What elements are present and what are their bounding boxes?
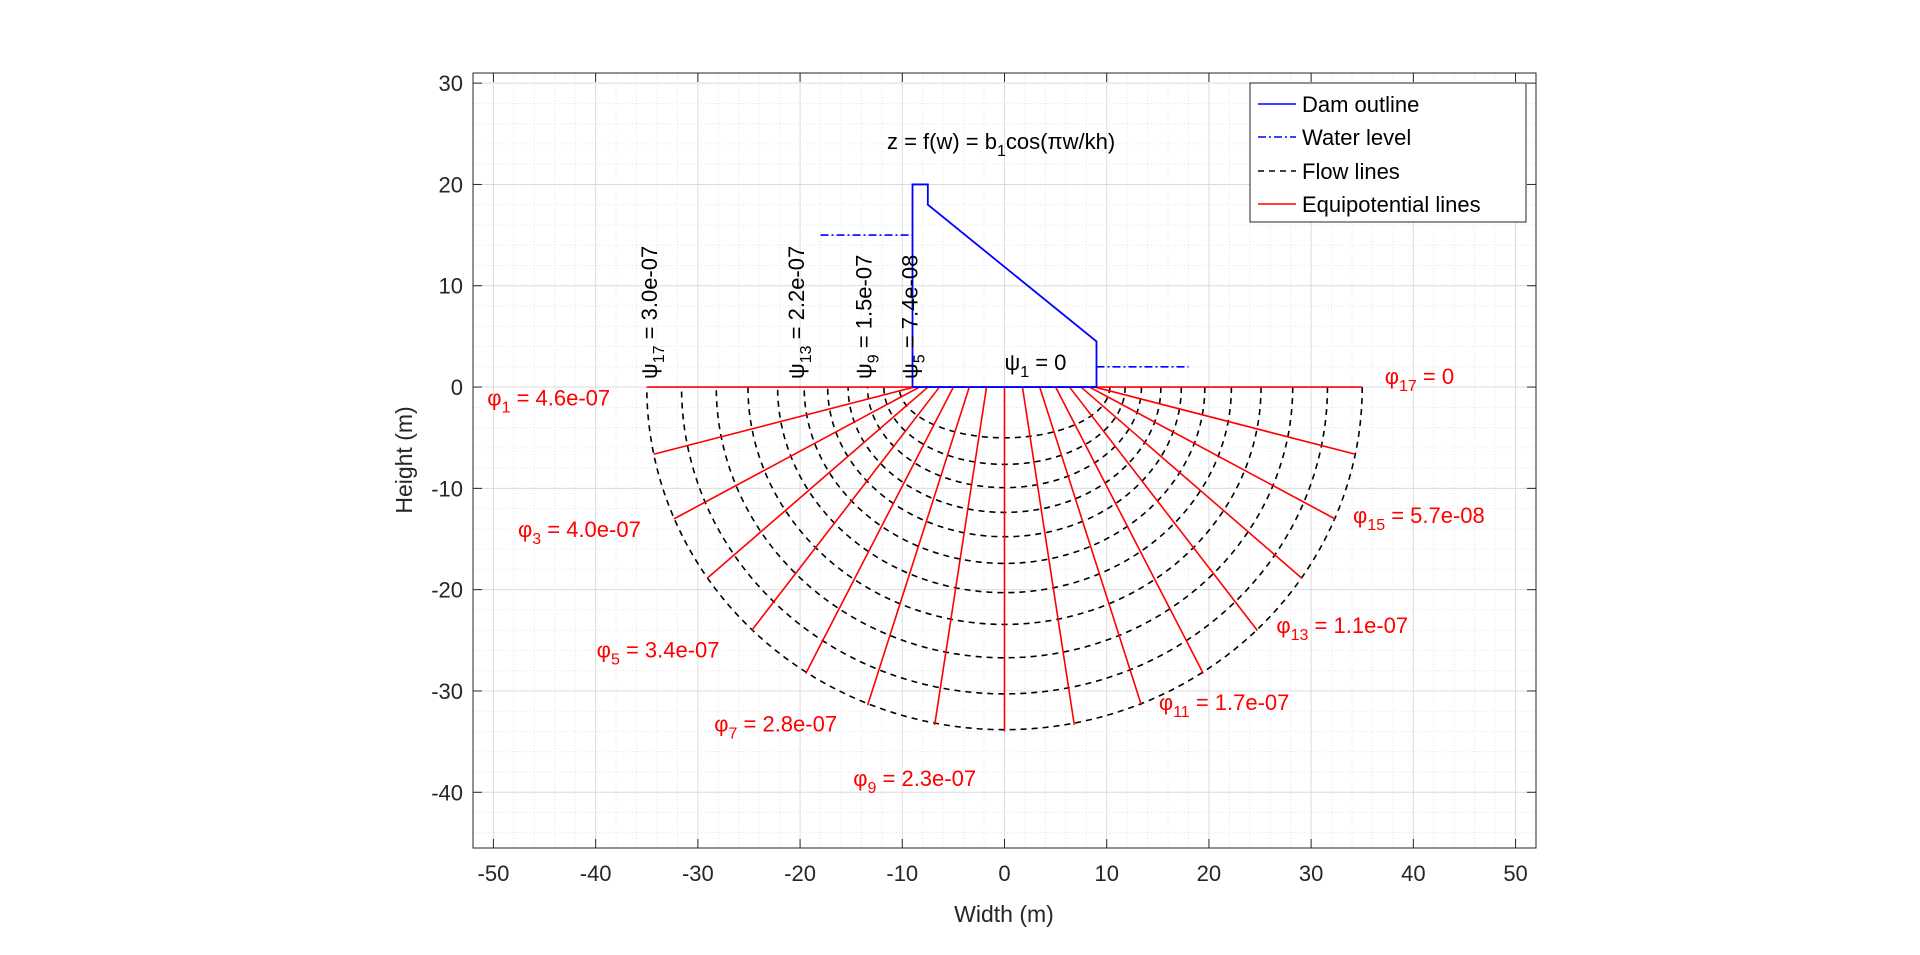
y-tick-label: -10 <box>431 476 463 501</box>
annotations-group: z = f(w) = b1cos(πw/kh) ψ17 = 3.0e-07 ψ13 … <box>487 129 1484 797</box>
psi-label: ψ13 = 2.2e-07 <box>784 246 815 379</box>
legend-label-flow-lines: Flow lines <box>1302 159 1400 184</box>
equipotential-line <box>1038 386 1143 706</box>
psi-label: ψ17 = 3.0e-07 <box>637 246 668 379</box>
flow-line <box>803 387 1206 565</box>
equipotential-line <box>750 386 941 632</box>
phi-label: φ13 = 1.1e-07 <box>1276 613 1408 644</box>
x-tick-label: 50 <box>1503 861 1527 886</box>
x-tick-label: -10 <box>886 861 918 886</box>
equipotential-line <box>1094 386 1356 456</box>
equipotential-line <box>1089 386 1336 520</box>
x-tick-label: -50 <box>478 861 510 886</box>
x-axis-ticks: -50 -40 -30 -20 -10 0 10 20 30 40 50 <box>478 73 1528 886</box>
phi-label: φ15 = 5.7e-08 <box>1353 503 1485 534</box>
psi-label: ψ1 = 0 <box>1005 350 1067 381</box>
legend-label-dam-outline: Dam outline <box>1302 92 1419 117</box>
legend-label-water-level: Water level <box>1302 125 1411 150</box>
equipotential-line <box>933 386 988 725</box>
equipotential-line <box>706 386 929 580</box>
legend: Dam outline Water level Flow lines Equip… <box>1249 82 1527 223</box>
phi-label: φ7 = 2.8e-07 <box>714 712 837 743</box>
flow-line <box>680 387 1329 695</box>
legend-label-equipotential-lines: Equipotential lines <box>1302 192 1481 217</box>
phi-label: φ5 = 3.4e-07 <box>597 638 720 669</box>
y-tick-label: -40 <box>431 780 463 805</box>
equipotential-line <box>1021 386 1076 725</box>
equipotential-line <box>866 386 971 706</box>
phi-label: φ1 = 4.6e-07 <box>487 385 610 416</box>
phi-label: φ11 = 1.7e-07 <box>1159 690 1290 721</box>
x-axis-label: Width (m) <box>954 901 1054 927</box>
y-tick-label: 0 <box>451 375 463 400</box>
y-tick-label: 30 <box>439 71 463 96</box>
x-tick-label: 30 <box>1299 861 1323 886</box>
phi-label: φ3 = 4.0e-07 <box>518 517 641 548</box>
x-tick-label: 20 <box>1197 861 1221 886</box>
psi-label: ψ5 = 7.4e-08 <box>898 255 929 379</box>
y-tick-label: -30 <box>431 679 463 704</box>
phi-label: φ17 = 0 <box>1385 364 1454 395</box>
legend-box <box>1249 82 1527 223</box>
y-tick-label: -20 <box>431 578 463 603</box>
x-tick-label: 0 <box>998 861 1010 886</box>
equipotential-lines-group <box>646 386 1363 732</box>
equipotential-line <box>1054 386 1204 674</box>
equipotential-line <box>805 386 955 674</box>
y-axis-label: Height (m) <box>391 406 417 513</box>
y-tick-label: 10 <box>439 274 463 299</box>
phi-label: φ9 = 2.3e-07 <box>853 766 976 797</box>
x-tick-label: -30 <box>682 861 714 886</box>
x-tick-label: 40 <box>1401 861 1425 886</box>
x-tick-label: 10 <box>1094 861 1118 886</box>
equipotential-line <box>1068 386 1259 632</box>
water-level-group <box>820 234 1189 368</box>
equipotential-line <box>653 386 915 456</box>
x-tick-label: -40 <box>580 861 612 886</box>
y-tick-label: 20 <box>439 172 463 197</box>
equation-annotation: z = f(w) = b1cos(πw/kh) <box>887 129 1115 160</box>
psi-label: ψ9 = 1.5e-07 <box>852 255 883 379</box>
equipotential-line <box>1080 386 1303 580</box>
y-axis-ticks: 30 20 10 0 -10 -20 -30 -40 <box>431 71 1536 805</box>
x-tick-label: -20 <box>784 861 816 886</box>
dam-outline <box>911 183 1098 388</box>
equipotential-line <box>673 386 920 520</box>
dam-outline-group <box>911 183 1098 388</box>
